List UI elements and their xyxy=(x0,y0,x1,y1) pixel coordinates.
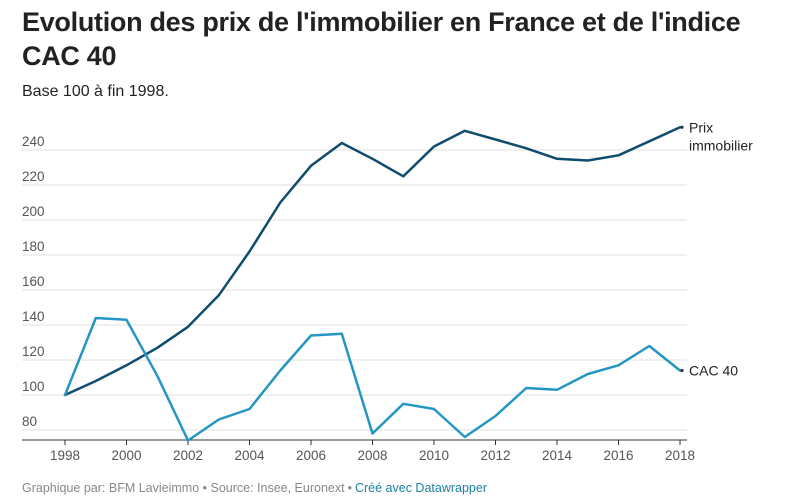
source-text: Graphique par: BFM Lavieimmo • Source: I… xyxy=(22,481,345,495)
series-line-cac-40 xyxy=(63,316,682,442)
y-tick-label: 180 xyxy=(22,239,45,254)
axes: 80 100 120 140 160 180 200 220 240 1998 2000 2002 20… xyxy=(22,134,695,463)
y-tick-label: 140 xyxy=(22,309,45,324)
x-tick-label: 2018 xyxy=(665,448,695,463)
x-tick-label: 2010 xyxy=(419,448,449,463)
x-tick-label: 2016 xyxy=(603,448,633,463)
series-label-line: Prix xyxy=(689,119,713,135)
y-tick-label: 160 xyxy=(22,274,45,289)
series-lines xyxy=(63,126,682,442)
y-tick-label: 200 xyxy=(22,204,45,219)
chart-subtitle: Base 100 à fin 1998. xyxy=(22,83,169,100)
chart-title: Evolution des prix de l'immobilier en Fr… xyxy=(22,7,741,71)
x-tick-label: 2008 xyxy=(357,448,387,463)
series-label-line: CAC 40 xyxy=(689,363,738,379)
x-tick-label: 1998 xyxy=(50,448,80,463)
x-tick-label: 2006 xyxy=(296,448,326,463)
grid-lines xyxy=(22,149,687,431)
datawrapper-credit-link[interactable]: Créé avec Datawrapper xyxy=(354,481,487,495)
series-label-line: immobilier xyxy=(689,137,753,153)
x-tick-label: 2014 xyxy=(542,448,573,463)
y-tick-label: 100 xyxy=(22,379,45,394)
x-tick-label: 2012 xyxy=(480,448,510,463)
footer-separator: • xyxy=(347,481,352,495)
x-tick-label: 2000 xyxy=(111,448,141,463)
series-end-marker xyxy=(680,125,684,129)
series-label-cac-40: CAC 40 xyxy=(689,363,738,379)
chart-footer: Graphique par: BFM Lavieimmo • Source: I… xyxy=(22,480,487,496)
series-label-prix-immobilier: Prix immobilier xyxy=(689,119,753,153)
x-tick-label: 2004 xyxy=(234,448,265,463)
series-line-prix-immobilier xyxy=(63,126,682,397)
series-end-marker xyxy=(680,368,684,373)
y-tick-label: 240 xyxy=(22,134,45,149)
y-tick-label: 120 xyxy=(22,344,45,359)
y-tick-label: 80 xyxy=(22,414,37,429)
series-labels: Prix immobilier CAC 40 xyxy=(680,119,753,379)
x-tick-label: 2002 xyxy=(173,448,203,463)
y-tick-label: 220 xyxy=(22,169,45,184)
